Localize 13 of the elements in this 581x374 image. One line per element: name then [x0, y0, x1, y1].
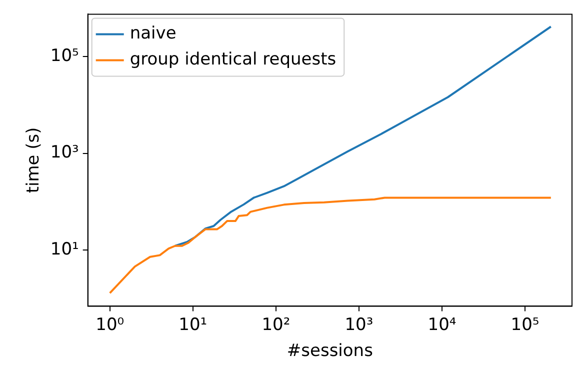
legend-label: naive	[130, 24, 176, 44]
y-tick-label: 10³	[50, 142, 79, 163]
y-axis-title: time (s)	[24, 127, 44, 194]
x-tick-label: 10¹	[178, 314, 208, 335]
x-tick-label: 10⁰	[96, 314, 124, 335]
x-tick-label: 10⁴	[428, 314, 456, 335]
x-axis-title: #sessions	[286, 341, 374, 362]
y-tick-label: 10⁵	[50, 46, 79, 66]
x-tick-label: 10⁵	[510, 314, 540, 335]
y-tick-label: 10¹	[50, 240, 79, 260]
legend-label: group identical requests	[130, 50, 336, 70]
x-tick-label: 10³	[344, 314, 374, 335]
x-tick-label: 10²	[262, 314, 290, 335]
